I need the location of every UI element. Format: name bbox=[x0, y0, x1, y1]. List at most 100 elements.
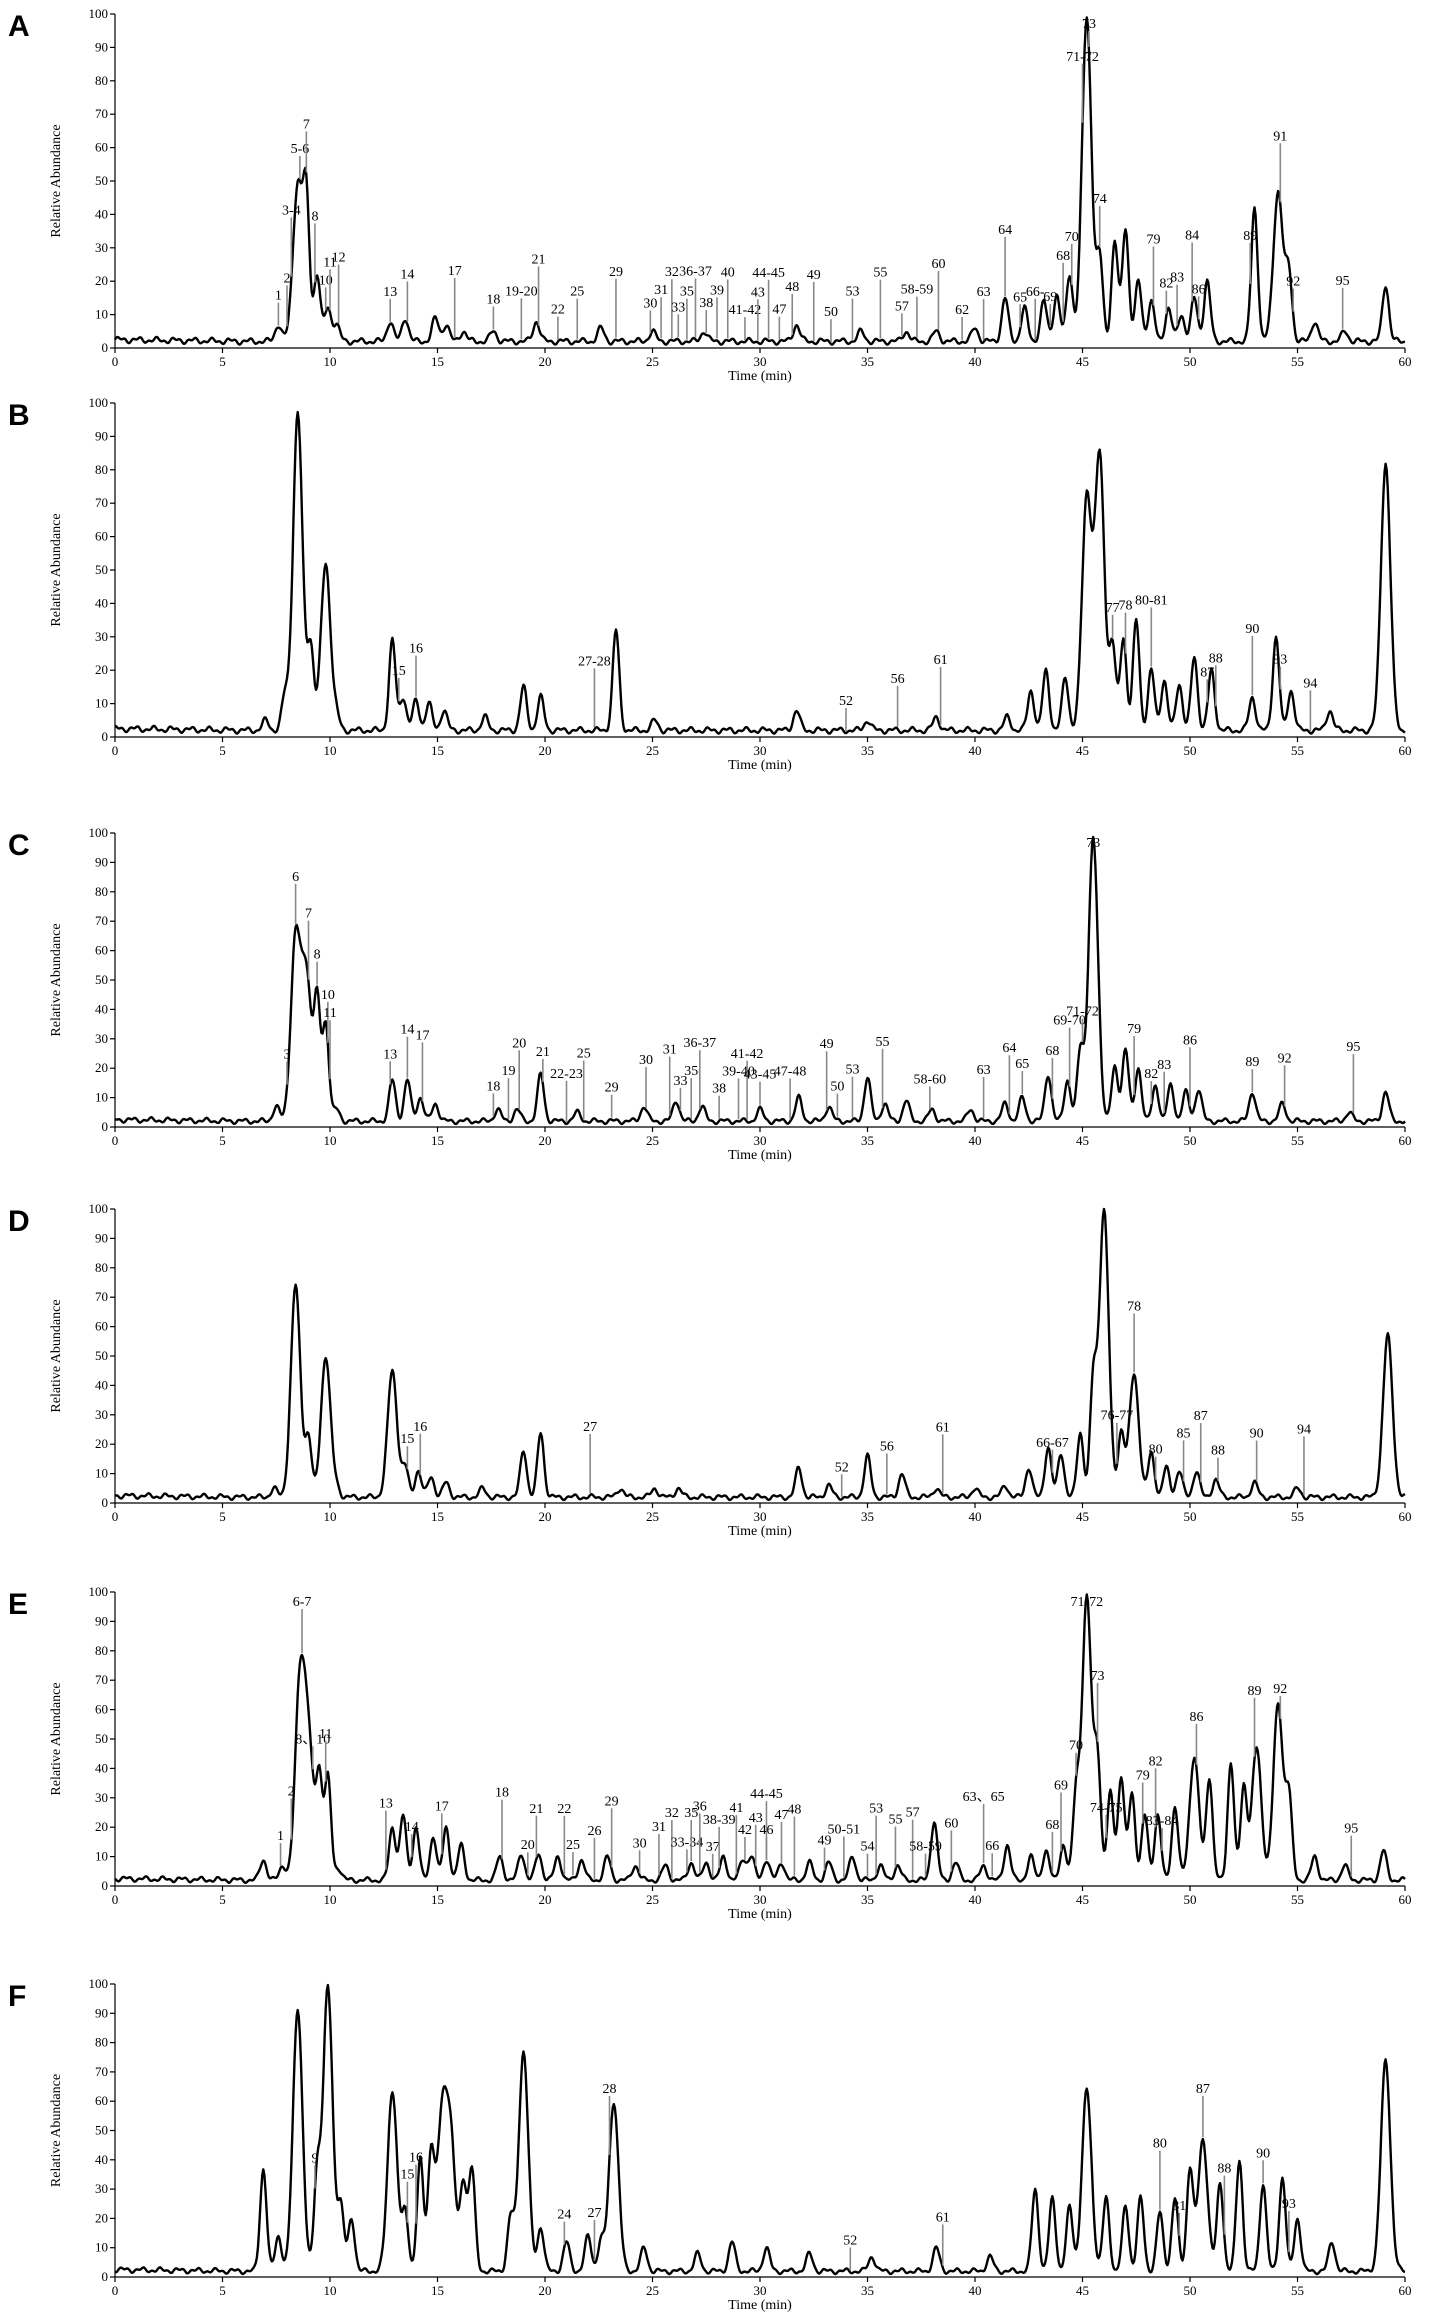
peak-label: 50-51 bbox=[828, 1822, 861, 1837]
peak-label: 92 bbox=[1278, 1051, 1292, 1066]
peak-label: 85 bbox=[1177, 1426, 1191, 1441]
y-tick-label-a-70: 70 bbox=[95, 106, 108, 121]
chart-panel-f: F 0 10 20 30 40 50 60 70 80 90 100 0 5 10 15 20 25 30 35 40 4… bbox=[8, 1976, 1412, 2313]
x-tick-label-c-55: 55 bbox=[1291, 1133, 1304, 1148]
peak-label: 18 bbox=[495, 1786, 509, 1801]
peak-label: 7 bbox=[303, 117, 310, 132]
peak-label: 35 bbox=[684, 1806, 698, 1821]
peak-label: 22-23 bbox=[550, 1067, 583, 1082]
peak-label: 15 bbox=[392, 664, 406, 679]
y-tick-label-a-80: 80 bbox=[95, 73, 108, 88]
x-tick-label-c-40: 40 bbox=[969, 1133, 982, 1148]
x-tick-label-f-10: 10 bbox=[324, 2283, 337, 2298]
axes-b bbox=[114, 403, 1405, 738]
chromatogram-trace-e bbox=[114, 1593, 1406, 1884]
x-tick-label-f-20: 20 bbox=[539, 2283, 552, 2298]
y-tick-label-e-40: 40 bbox=[95, 1760, 108, 1775]
axes-d bbox=[114, 1209, 1405, 1504]
peak-label: 61 bbox=[934, 653, 948, 668]
peak-label: 20 bbox=[521, 1838, 535, 1853]
peak-label: 55 bbox=[888, 1813, 902, 1828]
x-tick-label-f-40: 40 bbox=[969, 2283, 982, 2298]
peak-label: 78 bbox=[1119, 599, 1133, 614]
peak-label: 41-42 bbox=[729, 303, 762, 318]
chart-panel-d: D 0 10 20 30 40 50 60 70 80 90 100 0 5 10 15 20 25 30 35 40 4… bbox=[8, 1201, 1412, 1539]
peak-label: 11 bbox=[319, 1727, 332, 1742]
x-tick-label-b-15: 15 bbox=[431, 743, 444, 758]
x-tick-label-f-5: 5 bbox=[219, 2283, 226, 2298]
x-tick-label-c-30: 30 bbox=[754, 1133, 767, 1148]
peak-label: 82 bbox=[1159, 277, 1173, 292]
peak-label: 87 bbox=[1196, 2082, 1210, 2097]
y-tick-label-c-30: 30 bbox=[95, 1031, 108, 1046]
peak-label: 50 bbox=[830, 1080, 844, 1095]
y-tick-label-d-100: 100 bbox=[89, 1201, 109, 1216]
x-tick-label-d-50: 50 bbox=[1184, 1509, 1197, 1524]
peak-label: 91 bbox=[1273, 129, 1287, 144]
y-tick-label-d-50: 50 bbox=[95, 1348, 108, 1363]
y-tick-label-a-100: 100 bbox=[89, 6, 109, 21]
y-tick-label-d-20: 20 bbox=[95, 1436, 108, 1451]
peak-label: 48 bbox=[787, 1803, 801, 1818]
x-tick-label-d-60: 60 bbox=[1399, 1509, 1412, 1524]
peak-label: 50 bbox=[824, 305, 838, 320]
chart-panel-a: A 0 10 20 30 40 50 60 70 80 90 100 0 5 10 15 20 25 30 35 40 4… bbox=[8, 6, 1412, 384]
x-tick-label-f-60: 60 bbox=[1399, 2283, 1412, 2298]
peak-label: 53 bbox=[845, 1063, 859, 1078]
y-tick-label-b-80: 80 bbox=[95, 462, 108, 477]
y-tick-label-c-50: 50 bbox=[95, 972, 108, 987]
peak-label: 87 bbox=[1200, 665, 1214, 680]
x-tick-label-b-5: 5 bbox=[219, 743, 226, 758]
panel-letter-b: B bbox=[8, 399, 30, 432]
peak-label: 20 bbox=[512, 1036, 526, 1051]
y-tick-label-f-10: 10 bbox=[95, 2240, 108, 2255]
peak-label: 66-67 bbox=[1036, 1436, 1069, 1451]
x-tick-label-f-55: 55 bbox=[1291, 2283, 1304, 2298]
peak-label: 19 bbox=[501, 1064, 515, 1079]
peak-label: 80 bbox=[1149, 1443, 1163, 1458]
peak-label: 94 bbox=[1303, 676, 1317, 691]
peak-label: 87 bbox=[1194, 1409, 1208, 1424]
peak-label: 44-45 bbox=[752, 266, 785, 281]
peak-label: 29 bbox=[605, 1794, 619, 1809]
peak-label: 92 bbox=[1273, 1682, 1287, 1697]
peak-label: 18 bbox=[486, 1079, 500, 1094]
x-tick-label-a-60: 60 bbox=[1399, 354, 1412, 369]
peak-label: 33 bbox=[673, 1074, 687, 1089]
peak-label: 83-84 bbox=[1146, 1814, 1179, 1829]
y-tick-label-c-100: 100 bbox=[89, 825, 109, 840]
peak-label: 36 bbox=[693, 1799, 707, 1814]
y-tick-label-b-10: 10 bbox=[95, 696, 108, 711]
peak-label: 95 bbox=[1346, 1040, 1360, 1055]
peak-label: 33 bbox=[671, 300, 685, 315]
x-tick-label-e-35: 35 bbox=[861, 1892, 874, 1907]
peak-label: 35 bbox=[680, 285, 694, 300]
peak-label: 31 bbox=[652, 1820, 666, 1835]
peak-label: 86 bbox=[1183, 1033, 1197, 1048]
x-axis-title-f: Time (min) bbox=[728, 2298, 792, 2313]
peak-label: 13 bbox=[379, 1797, 393, 1812]
x-tick-label-d-35: 35 bbox=[861, 1509, 874, 1524]
peak-label: 22 bbox=[557, 1802, 571, 1817]
peak-label: 52 bbox=[843, 2233, 857, 2248]
peak-label: 83 bbox=[1170, 271, 1184, 286]
x-tick-label-a-25: 25 bbox=[646, 354, 659, 369]
x-tick-label-f-50: 50 bbox=[1184, 2283, 1197, 2298]
x-tick-label-a-30: 30 bbox=[754, 354, 767, 369]
peak-label: 42 bbox=[738, 1823, 752, 1838]
y-tick-label-a-0: 0 bbox=[102, 340, 109, 355]
peak-label: 92 bbox=[1286, 275, 1300, 290]
peak-label: 76-77 bbox=[1101, 1409, 1134, 1424]
peak-label: 56 bbox=[880, 1439, 894, 1454]
peak-label: 89 bbox=[1243, 229, 1257, 244]
peak-label: 55 bbox=[873, 266, 887, 281]
peak-label: 8 bbox=[311, 209, 318, 224]
y-tick-label-f-0: 0 bbox=[102, 2269, 109, 2284]
panel-letter-a: A bbox=[8, 10, 30, 43]
peak-label: 38 bbox=[699, 296, 713, 311]
peak-label: 80 bbox=[1153, 2137, 1167, 2152]
peak-label: 6 bbox=[292, 870, 299, 885]
peak-label: 16 bbox=[409, 642, 423, 657]
x-tick-label-f-45: 45 bbox=[1076, 2283, 1089, 2298]
y-tick-label-e-10: 10 bbox=[95, 1849, 108, 1864]
